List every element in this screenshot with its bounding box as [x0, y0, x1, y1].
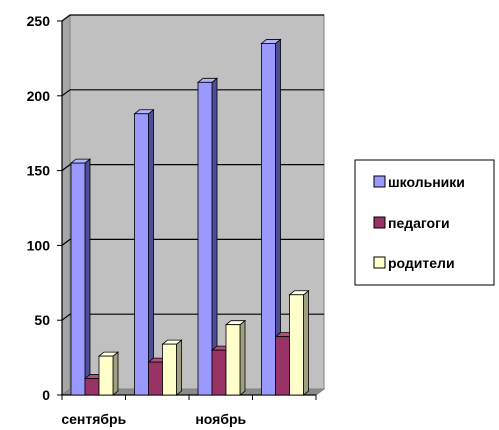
bar	[225, 324, 241, 396]
bar	[211, 349, 227, 396]
plot-side-wall	[61, 14, 71, 396]
bar	[84, 378, 100, 396]
bar	[134, 113, 149, 396]
y-tick-label: 0	[42, 387, 50, 403]
gridline-side	[61, 14, 71, 22]
bar-side	[239, 319, 246, 396]
bar	[197, 81, 213, 396]
bar-side	[112, 351, 119, 396]
bar-side	[176, 339, 182, 396]
y-tick-label: 50	[34, 312, 50, 328]
bar	[275, 336, 290, 396]
y-tick-label: 150	[27, 163, 51, 179]
bar-side	[303, 289, 309, 396]
y-tick-label: 200	[27, 88, 51, 104]
bar	[289, 294, 304, 396]
gridline-side	[61, 164, 71, 172]
bar	[98, 355, 114, 396]
legend-swatch	[373, 256, 386, 269]
legend-swatch	[373, 216, 386, 229]
gridline-side	[61, 89, 71, 97]
legend-label: родители	[388, 255, 455, 271]
legend-swatch	[373, 175, 386, 188]
gridline-side	[61, 238, 71, 246]
bar	[70, 162, 86, 396]
bar	[261, 43, 276, 396]
y-tick-label: 250	[27, 13, 51, 29]
legend-label: школьники	[388, 174, 465, 190]
gridline-side	[61, 313, 71, 321]
x-tick-label: сентябрь	[61, 411, 126, 427]
bar-side	[84, 158, 91, 396]
y-tick-label: 100	[27, 237, 51, 253]
bar	[162, 343, 177, 396]
bar	[148, 361, 163, 396]
legend-label: педагоги	[388, 215, 450, 231]
x-tick-label: ноябрь	[195, 411, 246, 427]
bar-side	[148, 108, 154, 396]
